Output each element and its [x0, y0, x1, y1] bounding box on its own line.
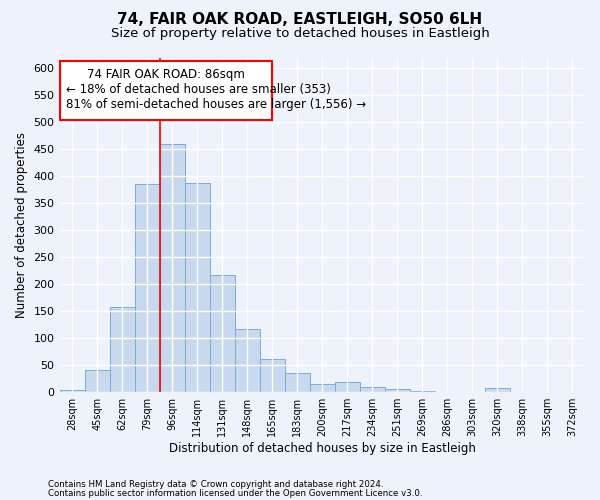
Text: Size of property relative to detached houses in Eastleigh: Size of property relative to detached ho… — [110, 28, 490, 40]
Text: Contains HM Land Registry data © Crown copyright and database right 2024.: Contains HM Land Registry data © Crown c… — [48, 480, 383, 489]
Text: 81% of semi-detached houses are larger (1,556) →: 81% of semi-detached houses are larger (… — [66, 98, 366, 112]
Bar — [410, 390, 435, 392]
Text: ← 18% of detached houses are smaller (353): ← 18% of detached houses are smaller (35… — [66, 83, 331, 96]
Bar — [485, 388, 510, 392]
FancyBboxPatch shape — [59, 62, 272, 120]
Bar — [385, 389, 410, 392]
Bar — [209, 275, 235, 392]
Bar — [85, 370, 110, 392]
Bar — [335, 382, 360, 392]
Y-axis label: Number of detached properties: Number of detached properties — [15, 132, 28, 318]
Bar — [310, 384, 335, 392]
Bar — [110, 307, 134, 392]
X-axis label: Distribution of detached houses by size in Eastleigh: Distribution of detached houses by size … — [169, 442, 476, 455]
Title: 74, FAIR OAK ROAD, EASTLEIGH, SO50 6LH
Size of property relative to detached hou: 74, FAIR OAK ROAD, EASTLEIGH, SO50 6LH S… — [0, 499, 1, 500]
Bar — [185, 182, 209, 392]
Bar — [260, 358, 285, 392]
Text: 74, FAIR OAK ROAD, EASTLEIGH, SO50 6LH: 74, FAIR OAK ROAD, EASTLEIGH, SO50 6LH — [118, 12, 482, 28]
Bar — [285, 374, 310, 392]
Bar — [134, 184, 160, 392]
Bar — [235, 328, 260, 392]
Bar — [360, 387, 385, 392]
Bar — [160, 144, 185, 392]
Text: Contains public sector information licensed under the Open Government Licence v3: Contains public sector information licen… — [48, 488, 422, 498]
Text: 74 FAIR OAK ROAD: 86sqm: 74 FAIR OAK ROAD: 86sqm — [87, 68, 245, 81]
Bar — [59, 390, 85, 392]
